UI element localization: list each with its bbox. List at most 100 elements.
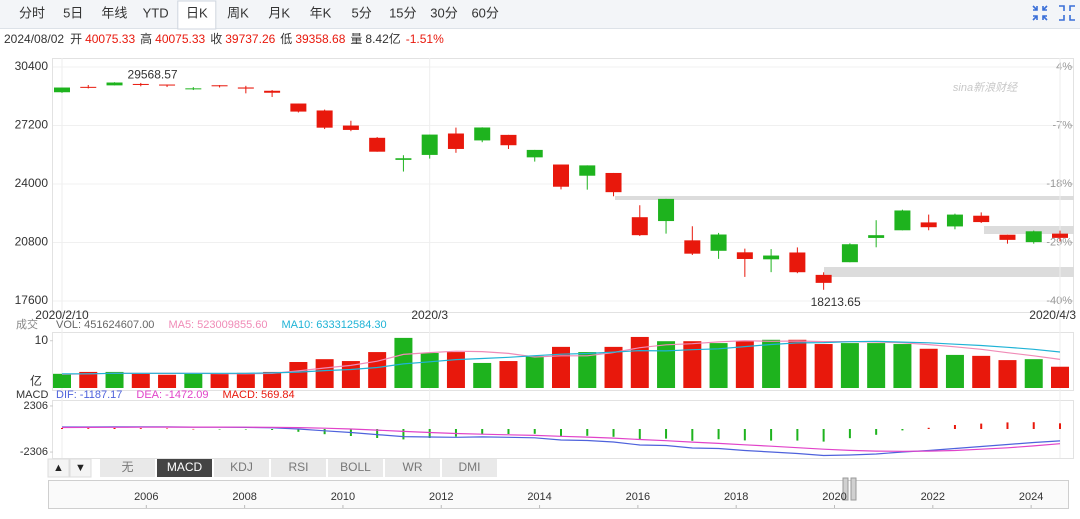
- indicator-tab[interactable]: KDJ: [230, 460, 253, 474]
- indicator-tab[interactable]: DMI: [459, 460, 481, 474]
- macd-bar: [717, 429, 720, 440]
- min-label: 18213.65: [811, 295, 861, 309]
- volume-bar: [604, 346, 623, 388]
- indicator-tab[interactable]: WR: [403, 460, 423, 474]
- scroll-button[interactable]: ▲: [53, 462, 64, 474]
- macd-bar: [1032, 422, 1035, 429]
- macd-line: [61, 426, 1061, 452]
- volume-bar: [525, 355, 544, 388]
- candle-body: [579, 165, 596, 176]
- period-tab[interactable]: 5分: [351, 5, 371, 20]
- volume-bar: [578, 352, 597, 388]
- scroll-button-bg[interactable]: [47, 458, 70, 478]
- period-tab[interactable]: 日K: [186, 5, 208, 20]
- candle-body: [80, 86, 97, 88]
- expand-icon[interactable]: [1059, 5, 1075, 21]
- gap-band: [824, 267, 1074, 277]
- candle-body: [763, 255, 780, 260]
- indicator-tab[interactable]: MACD: [167, 460, 203, 474]
- volume-bar: [972, 355, 991, 388]
- quote-text: -1.51%: [406, 32, 444, 46]
- period-tab[interactable]: 30分: [430, 5, 457, 20]
- period-tab[interactable]: 年K: [310, 5, 332, 20]
- macd-bar: [927, 427, 930, 429]
- volume-bar: [420, 353, 439, 388]
- legend-value: -1472.09: [165, 389, 208, 401]
- indicator-tab-bg[interactable]: [157, 459, 212, 477]
- macd-bar: [612, 429, 615, 437]
- collapse-icon[interactable]: [1032, 5, 1048, 21]
- candle-body: [290, 103, 307, 112]
- candle-body: [605, 172, 622, 193]
- candle-body: [237, 87, 254, 89]
- candle-body: [106, 82, 123, 86]
- volume-bar: [53, 373, 71, 388]
- indicator-tab-bg[interactable]: [442, 459, 497, 477]
- scroll-button[interactable]: ▼: [75, 462, 86, 474]
- indicator-tab-bg[interactable]: [100, 459, 155, 477]
- macd-bar: [113, 428, 116, 429]
- x-tick-label: 2014: [527, 491, 551, 503]
- macd-bar: [586, 429, 589, 436]
- quote-text: 8.42亿: [365, 31, 400, 46]
- macd-bar: [428, 429, 431, 438]
- candle-body: [395, 158, 412, 160]
- candle-body: [447, 133, 464, 149]
- indicator-tab-bg[interactable]: [271, 459, 326, 477]
- volume-bar: [788, 339, 807, 388]
- macd-bar: [743, 429, 746, 441]
- period-tab[interactable]: YTD: [143, 5, 169, 20]
- period-tab[interactable]: 60分: [471, 5, 498, 20]
- price-panel-frame: [52, 58, 1074, 313]
- indicator-tab-bg[interactable]: [214, 459, 269, 477]
- quote-text: 40075.33: [85, 32, 135, 46]
- indicator-tab-bg[interactable]: [385, 459, 440, 477]
- indicator-tab-bg[interactable]: [328, 459, 383, 477]
- candle-body: [815, 274, 832, 283]
- legend-value: 569.84: [261, 389, 295, 401]
- x-tick-label: 2020: [822, 491, 846, 503]
- navigator-handle[interactable]: [850, 477, 857, 501]
- candle-body: [920, 222, 937, 228]
- volume-bar: [762, 339, 781, 388]
- indicator-tab[interactable]: 无: [121, 460, 133, 474]
- candle-body: [553, 164, 569, 187]
- candle-body: [159, 84, 176, 86]
- candle-body: [211, 85, 228, 87]
- macd-bar: [796, 429, 799, 441]
- volume-bar: [893, 344, 912, 388]
- period-tab[interactable]: 15分: [389, 5, 416, 20]
- indicator-tab[interactable]: BOLL: [340, 460, 371, 474]
- period-tab[interactable]: 周K: [227, 5, 249, 20]
- legend-value: 451624607.00: [84, 319, 154, 331]
- macd-panel-frame: [52, 400, 1074, 459]
- macd-bar: [560, 429, 562, 437]
- period-tab[interactable]: 月K: [268, 5, 290, 20]
- volume-bar: [1024, 359, 1043, 388]
- max-label: 29568.57: [128, 67, 178, 81]
- period-tab[interactable]: 年线: [101, 5, 127, 20]
- macd-bar: [770, 429, 773, 441]
- navigator-handle[interactable]: [842, 477, 849, 501]
- indicator-tab[interactable]: RSI: [288, 460, 308, 474]
- volume-bar: [105, 371, 124, 388]
- ma-line: [62, 340, 1061, 375]
- period-tab[interactable]: 5日: [63, 5, 83, 20]
- period-tab[interactable]: 分时: [19, 5, 45, 20]
- y-tick-label: 20800: [15, 235, 49, 249]
- macd-bar: [297, 429, 300, 432]
- gap-band: [615, 196, 1074, 200]
- macd-bar: [139, 428, 142, 429]
- y-tick-label: 10: [35, 333, 49, 347]
- macd-bar: [454, 429, 457, 437]
- y-tick-label: 17600: [15, 293, 49, 307]
- scroll-button-bg[interactable]: [69, 458, 92, 478]
- volume-bar: [236, 372, 255, 388]
- volume-bar: [499, 361, 518, 388]
- legend-name: MACD:: [223, 389, 258, 401]
- y-tick-label: 27200: [15, 118, 49, 132]
- active-tab-bg: [177, 0, 217, 30]
- macd-bar: [1059, 423, 1061, 429]
- volume-bar: [552, 346, 570, 388]
